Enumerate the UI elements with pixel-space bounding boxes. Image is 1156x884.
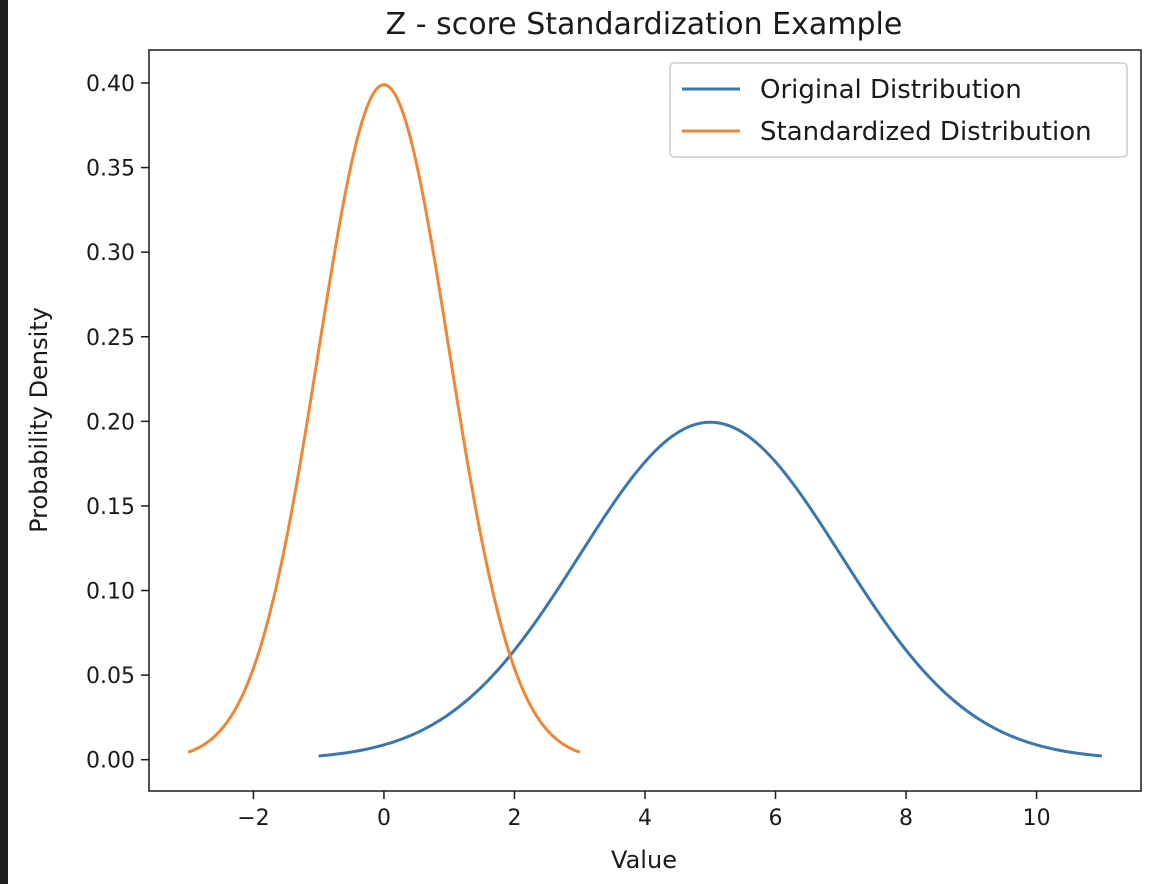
y-axis-label: Probability Density xyxy=(25,307,53,533)
y-tick-label: 0.40 xyxy=(86,72,135,97)
legend-box xyxy=(669,62,1128,158)
y-axis: 0.00 0.05 0.10 0.15 0.20 0.25 0.30 0.35 0.40 xyxy=(86,72,149,774)
y-tick-label: 0.30 xyxy=(86,241,135,266)
plot-area-frame xyxy=(148,49,1142,792)
y-tick-label: 0.15 xyxy=(86,495,135,520)
series-layer xyxy=(187,83,1102,758)
y-tick-label: 0.10 xyxy=(86,580,135,605)
x-tick-label: −2 xyxy=(237,806,269,831)
x-tick-label: 8 xyxy=(899,806,913,831)
window-edge xyxy=(0,0,8,884)
y-tick-label: 0.20 xyxy=(86,410,135,435)
x-tick-label: 2 xyxy=(507,806,521,831)
x-tick-label: 4 xyxy=(638,806,652,831)
series-line-1 xyxy=(318,420,1102,758)
y-tick-label: 0.00 xyxy=(86,749,135,774)
legend-label-1: Original Distribution xyxy=(760,75,1022,105)
y-tick-label: 0.05 xyxy=(86,664,135,689)
series-line-2 xyxy=(187,83,581,754)
legend-label-2: Standardized Distribution xyxy=(760,117,1092,147)
chart-title: Z - score Standardization Example xyxy=(386,7,903,42)
legend: Original Distribution Standardized Distri… xyxy=(669,62,1128,158)
x-tick-label: 6 xyxy=(769,806,783,831)
y-tick-label: 0.35 xyxy=(86,157,135,182)
x-tick-label: 10 xyxy=(1023,806,1051,831)
x-tick-label: 0 xyxy=(377,806,391,831)
y-tick-label: 0.25 xyxy=(86,326,135,351)
x-axis: −2 0 2 4 6 8 10 xyxy=(237,791,1051,831)
x-axis-label: Value xyxy=(611,846,677,874)
